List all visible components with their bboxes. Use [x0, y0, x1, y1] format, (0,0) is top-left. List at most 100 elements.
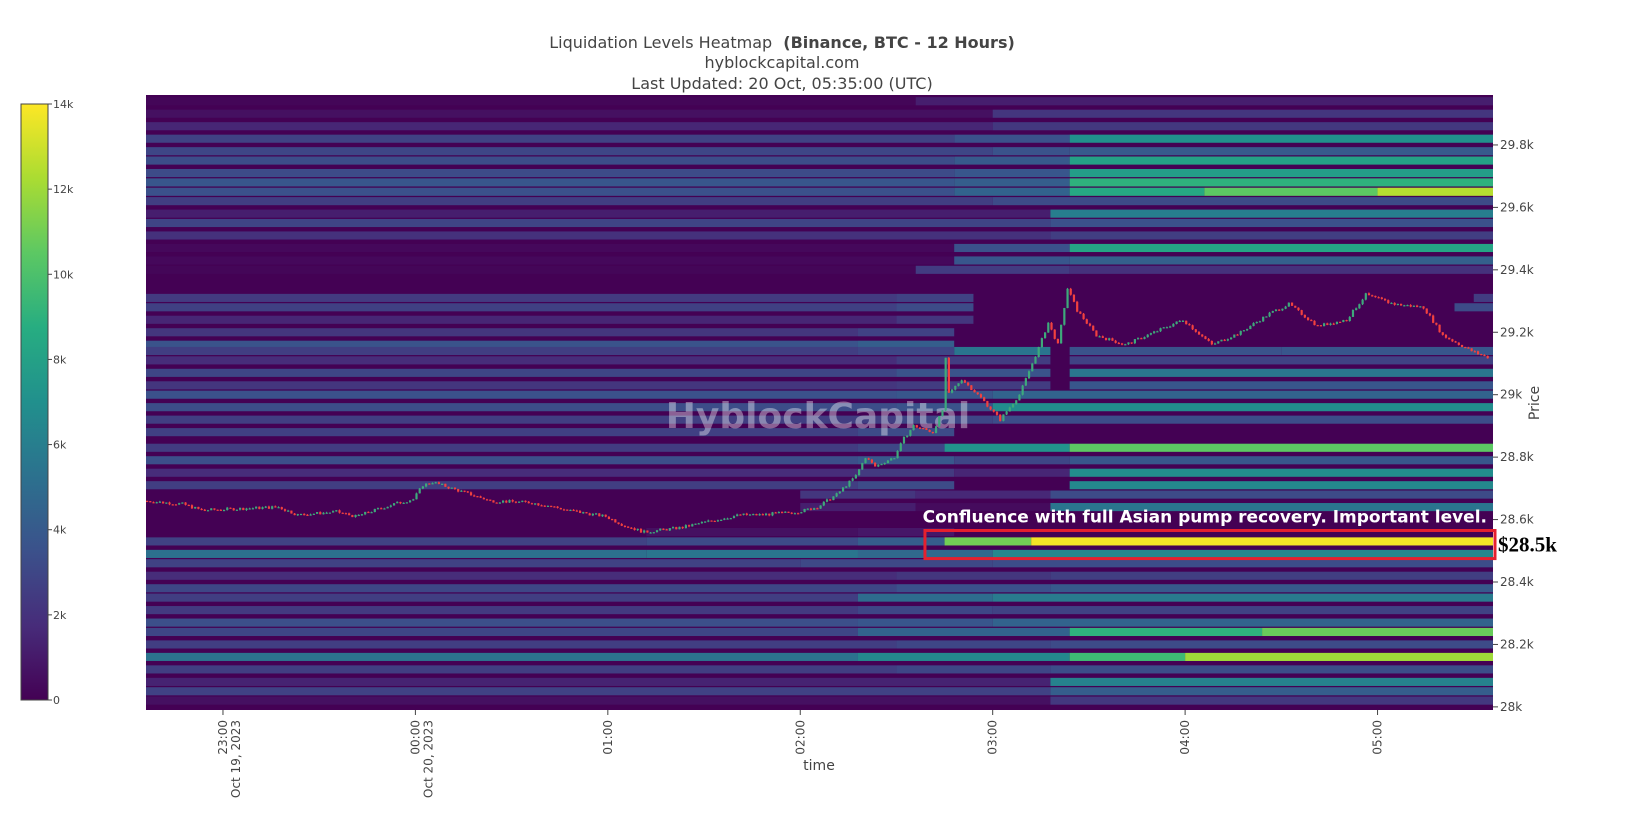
heatmap-cell: [146, 481, 858, 490]
x-tick-label: 23:00: [216, 720, 230, 755]
candle-body: [1044, 332, 1047, 339]
candle-body: [1137, 338, 1140, 340]
heatmap-cell: [992, 618, 1493, 627]
candle-body: [1165, 327, 1169, 329]
heatmap-cell: [146, 468, 858, 477]
heatmap-cell: [146, 147, 993, 156]
candle-body: [902, 436, 906, 444]
candle-body: [598, 513, 601, 517]
heatmap-cell: [146, 209, 1051, 218]
candle-body: [636, 528, 639, 531]
heatmap-cell: [896, 381, 1051, 390]
candle-body: [768, 513, 771, 516]
heatmap-cell: [1050, 231, 1493, 240]
candle-body: [1120, 343, 1124, 345]
candle-body: [1002, 414, 1005, 421]
candle-body: [1355, 308, 1358, 310]
candle-body: [1361, 299, 1364, 305]
candle-body: [412, 499, 415, 501]
candle-body: [1451, 339, 1454, 342]
candle-body: [562, 509, 566, 511]
heatmap-cell: [146, 640, 897, 649]
candle-body: [540, 505, 543, 507]
candle-body: [675, 527, 678, 530]
candle-body: [479, 496, 482, 498]
candle-body: [437, 482, 441, 484]
candle-body: [809, 508, 813, 510]
candle-body: [165, 502, 168, 504]
x-tick-label: 03:00: [986, 720, 1000, 755]
candle-body: [489, 499, 492, 501]
y-tick-label: 28k: [1500, 700, 1522, 714]
heatmap-cell: [1050, 490, 1493, 499]
candle-body: [688, 525, 691, 527]
candle-body: [938, 416, 941, 427]
y-tick-label: 29.4k: [1500, 263, 1534, 277]
candle-body: [511, 500, 514, 502]
candle-body: [1133, 339, 1136, 344]
candle-body: [146, 500, 149, 503]
candle-body: [1223, 339, 1226, 341]
candle-body: [498, 502, 501, 504]
candle-body: [854, 475, 857, 479]
candle-body: [476, 496, 479, 498]
candle-body: [1406, 305, 1409, 307]
candle-body: [1185, 320, 1188, 325]
heatmap-cell: [1069, 147, 1493, 156]
candle-body: [633, 528, 636, 531]
heatmap-cell: [896, 368, 1051, 377]
heatmap-cell: [800, 503, 916, 512]
heatmap-cell: [857, 346, 955, 356]
heatmap-cell: [1031, 537, 1493, 546]
heatmap-cell: [1069, 443, 1493, 452]
heatmap-cell: [857, 537, 945, 546]
candle-body: [1127, 342, 1130, 345]
heatmap-cell: [896, 415, 993, 424]
candle-body: [1364, 293, 1367, 300]
candle-body: [1226, 339, 1230, 341]
heatmap-cell: [992, 549, 1493, 558]
candle-body: [973, 389, 976, 393]
candle-body: [729, 518, 732, 520]
candle-body: [1178, 320, 1181, 323]
heatmap-cell: [146, 443, 858, 452]
heatmap-cell: [992, 559, 1493, 568]
candle-body: [351, 515, 354, 518]
heatmap-cell: [146, 156, 955, 165]
candle-body: [431, 483, 434, 485]
candle-body: [283, 509, 287, 511]
candle-body: [1358, 304, 1361, 309]
candle-body: [521, 500, 524, 502]
candle-body: [1098, 336, 1101, 338]
candle-body: [710, 520, 713, 522]
candle-body: [1326, 323, 1329, 326]
candle-body: [190, 505, 194, 509]
heatmap-cell: [896, 303, 974, 312]
candle-body: [941, 410, 944, 417]
heatmap-cell: [146, 403, 897, 412]
x-tick-label: 05:00: [1371, 720, 1385, 755]
candle-body: [149, 501, 152, 503]
candle-body: [158, 501, 162, 503]
candle-body: [569, 509, 572, 512]
heatmap-cell: [146, 197, 993, 206]
colorbar-ticks: 0 2k 4k 6k 8k 10k 12k 14k: [48, 98, 74, 707]
candle-body: [1345, 320, 1348, 322]
candle-body: [524, 500, 527, 502]
candle-body: [1313, 320, 1316, 326]
candle-body: [1056, 338, 1060, 344]
candle-body: [886, 460, 890, 464]
candle-body: [415, 493, 418, 500]
candle-body: [723, 518, 726, 520]
x-tick-label: 00:00: [408, 720, 422, 755]
heatmap-cell: [146, 428, 858, 437]
candle-body: [620, 523, 623, 526]
candle-body: [1281, 308, 1284, 311]
candle-body: [1034, 357, 1037, 364]
candle-body: [162, 501, 165, 504]
candle-body: [1435, 322, 1438, 325]
heatmap-cell: [146, 549, 647, 558]
candle-body: [950, 389, 954, 393]
candle-body: [890, 458, 893, 461]
